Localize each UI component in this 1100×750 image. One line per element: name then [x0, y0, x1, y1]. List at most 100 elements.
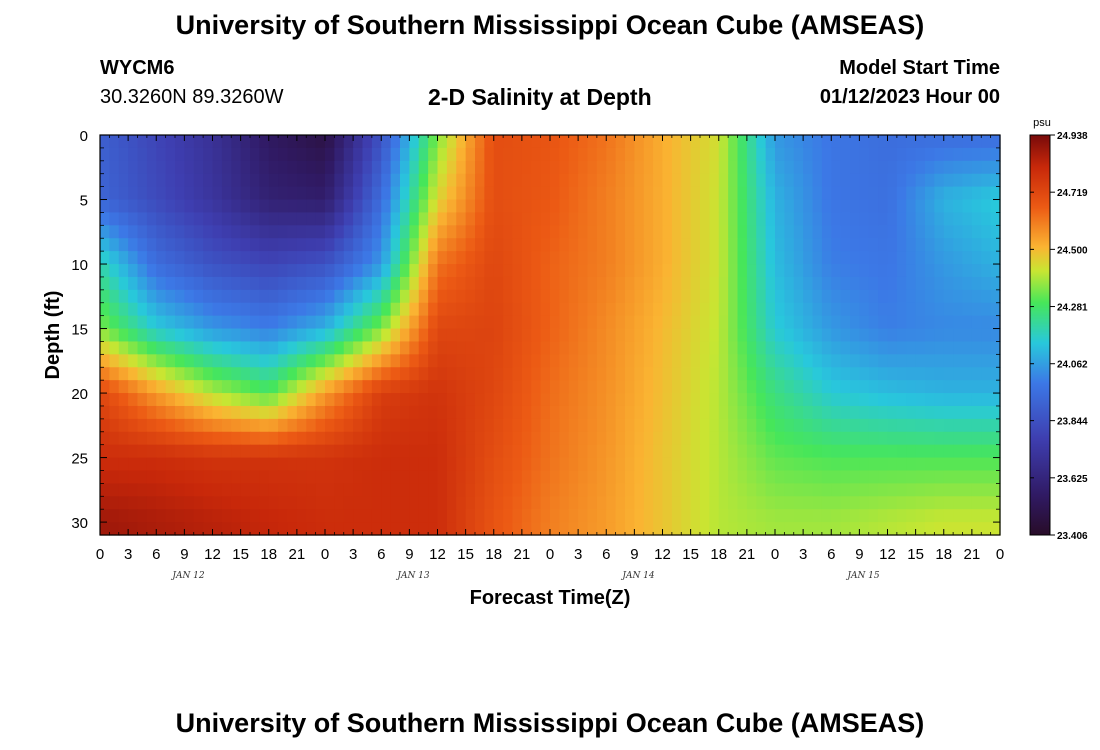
heatmap-cell [325, 199, 335, 214]
heatmap-cell [812, 405, 823, 420]
heatmap-cell [934, 341, 945, 355]
heatmap-cell [362, 289, 373, 304]
heatmap-cell [512, 444, 523, 459]
heatmap-cell [896, 457, 907, 472]
heatmap-cell [728, 160, 739, 175]
heatmap-cell [456, 173, 467, 188]
heatmap-cell [587, 328, 598, 343]
heatmap-cell [484, 147, 495, 162]
heatmap-cell [718, 225, 729, 239]
heatmap-cell [259, 470, 270, 484]
heatmap-cell [550, 405, 560, 420]
heatmap-cell [156, 302, 167, 317]
heatmap-cell [793, 264, 804, 278]
heatmap-cell [821, 251, 832, 265]
heatmap-cell [653, 315, 664, 330]
heatmap-cell [634, 289, 645, 304]
heatmap-cell [456, 405, 467, 420]
heatmap-cell [165, 264, 176, 278]
heatmap-cell [240, 393, 251, 407]
heatmap-cell [756, 315, 767, 330]
heatmap-cell [709, 444, 720, 459]
heatmap-cell [746, 276, 757, 291]
heatmap-cell [353, 405, 364, 420]
heatmap-cell [690, 186, 701, 201]
heatmap-cell [709, 212, 720, 226]
heatmap-cell [184, 199, 195, 214]
heatmap-cell [409, 354, 420, 368]
heatmap-cell [203, 264, 214, 278]
heatmap-cell [756, 367, 767, 381]
heatmap-cell [156, 238, 167, 252]
x-tick-label: 18 [935, 546, 952, 563]
heatmap-cell [221, 496, 232, 510]
heatmap-cell [550, 354, 560, 368]
heatmap-cell [437, 483, 448, 497]
heatmap-cell [981, 431, 992, 446]
heatmap-cell [306, 393, 317, 407]
heatmap-cell [212, 264, 223, 278]
heatmap-cell [128, 354, 139, 368]
heatmap-cell [343, 431, 354, 446]
heatmap-cell [353, 393, 364, 407]
heatmap-cell [315, 173, 326, 188]
heatmap-cell [175, 135, 185, 149]
heatmap-cell [268, 457, 279, 472]
heatmap-cell [184, 328, 195, 343]
heatmap-cell [981, 418, 992, 433]
heatmap-cell [475, 405, 485, 420]
heatmap-cell [296, 302, 307, 317]
heatmap-cell [325, 135, 335, 149]
heatmap-cell [100, 522, 110, 536]
heatmap-cell [784, 522, 795, 536]
heatmap-cell [765, 135, 776, 149]
heatmap-cell [962, 354, 973, 368]
heatmap-cell [484, 173, 495, 188]
heatmap-cell [343, 509, 354, 523]
heatmap-cell [653, 470, 664, 484]
heatmap-cell [268, 522, 279, 536]
heatmap-cell [662, 354, 673, 368]
heatmap-cell [503, 367, 514, 381]
heatmap-cell [325, 238, 335, 252]
heatmap-cell [878, 470, 889, 484]
heatmap-cell [971, 251, 982, 265]
heatmap-cell [765, 341, 776, 355]
heatmap-cell [390, 470, 401, 484]
heatmap-cell [418, 328, 429, 343]
heatmap-cell [606, 147, 617, 162]
heatmap-cell [906, 135, 917, 149]
heatmap-cell [381, 509, 392, 523]
heatmap-cell [765, 186, 776, 201]
heatmap-cell [137, 341, 148, 355]
heatmap-cell [831, 522, 842, 536]
heatmap-cell [409, 431, 420, 446]
heatmap-cell [175, 354, 185, 368]
heatmap-cell [100, 328, 110, 343]
heatmap-cell [793, 238, 804, 252]
heatmap-cell [531, 212, 542, 226]
heatmap-cell [587, 225, 598, 239]
heatmap-cell [596, 431, 607, 446]
heatmap-cell [737, 393, 748, 407]
heatmap-cell [493, 341, 504, 355]
heatmap-cell [221, 160, 232, 175]
heatmap-cell [953, 173, 964, 188]
heatmap-cell [353, 212, 364, 226]
heatmap-cell [118, 302, 129, 317]
heatmap-cell [840, 367, 851, 381]
heatmap-cell [118, 328, 129, 343]
heatmap-cell [212, 173, 223, 188]
heatmap-cell [587, 444, 598, 459]
heatmap-cell [493, 147, 504, 162]
heatmap-cell [193, 354, 204, 368]
heatmap-cell [521, 289, 532, 304]
heatmap-cell [287, 341, 298, 355]
heatmap-cell [409, 418, 420, 433]
heatmap-cell [334, 135, 345, 149]
heatmap-cell [596, 367, 607, 381]
heatmap-cell [915, 328, 926, 343]
day-label: JAN 13 [395, 571, 430, 581]
heatmap-cell [231, 302, 242, 317]
